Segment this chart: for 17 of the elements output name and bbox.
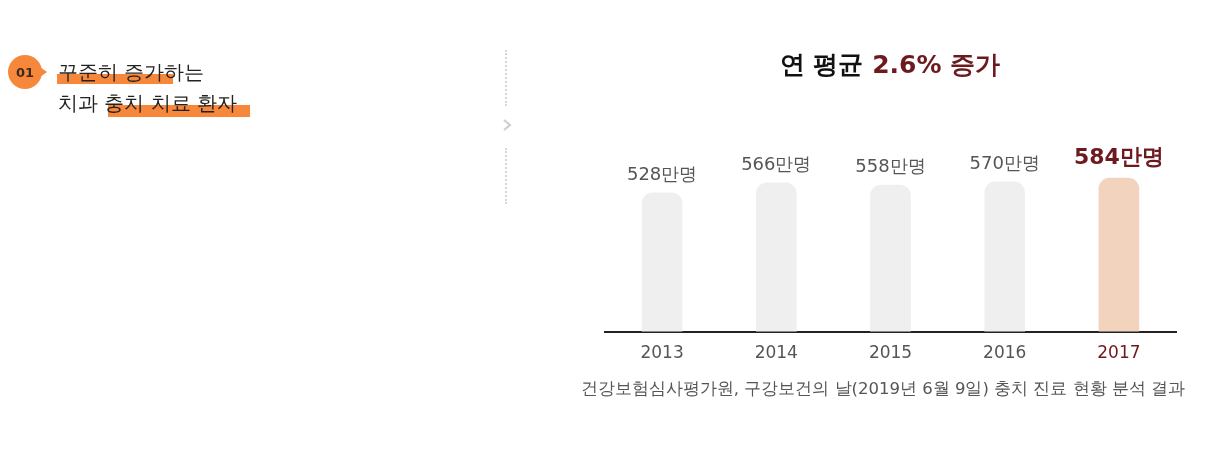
data-label: 528만명 (626, 162, 698, 184)
x-tick-label: 2015 (868, 342, 913, 363)
bar (641, 192, 683, 332)
x-tick-label: 2016 (983, 342, 1027, 363)
bar (755, 182, 797, 332)
x-tick-label: 2013 (640, 342, 684, 363)
data-label: 584만명 (1073, 143, 1164, 169)
text: 건강보험심사평가원, 구강보건의 날(2019년 6월 9일) 충치 진료 현황 분석 결과 (579, 378, 1187, 400)
x-tick-label: 2014 (754, 342, 798, 363)
bar (1098, 177, 1140, 332)
bar (984, 181, 1026, 332)
data-label: 558만명 (855, 154, 926, 176)
data-label: 566만명 (741, 152, 812, 174)
bar (870, 184, 911, 332)
data-label: 570만명 (969, 151, 1040, 173)
chart-title: 연 평균 2.6% 증가 (779, 50, 1001, 79)
x-tick-label: 2017 (1097, 342, 1141, 363)
